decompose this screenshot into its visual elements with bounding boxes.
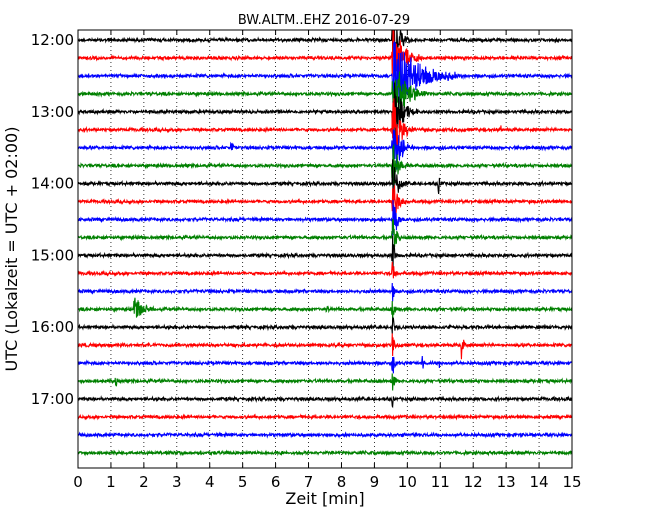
seismogram-trace: [78, 30, 572, 80]
x-tick-label: 10: [398, 473, 417, 491]
plot-frame: [77, 29, 573, 469]
x-axis: 0 1 2 3 4 5 6 7 8 9 10 11 12 13 14 15: [73, 30, 582, 491]
x-tick-label: 9: [370, 473, 380, 491]
seismogram-trace: [78, 373, 572, 391]
seismogram-trace: [78, 316, 572, 334]
seismogram-trace: [78, 218, 572, 248]
seismogram-trace: [78, 71, 572, 123]
x-tick-label: 12: [464, 473, 483, 491]
seismogram-trace: [78, 431, 572, 439]
x-tick-label: 15: [562, 473, 581, 491]
y-tick-label: 15:00: [31, 246, 74, 264]
y-tick-label: 17:00: [31, 390, 74, 408]
x-tick-label: 2: [139, 473, 149, 491]
seismogram-trace: [78, 283, 572, 302]
seismogram-trace: [78, 395, 572, 409]
x-tick-label: 4: [205, 473, 215, 491]
traces: [78, 30, 572, 457]
seismogram-trace: [78, 159, 572, 207]
grid: [110, 30, 540, 468]
seismogram-trace: [78, 261, 572, 279]
x-tick-label: 8: [337, 473, 347, 491]
seismogram-trace: [78, 449, 572, 457]
y-tick-label: 14:00: [31, 175, 74, 193]
chart-title: BW.ALTM..EHZ 2016-07-29: [238, 13, 410, 28]
y-tick-label: 13:00: [31, 103, 74, 121]
seismogram-trace: [78, 297, 572, 323]
x-axis-label: Zeit [min]: [285, 489, 364, 508]
x-tick-label: 3: [172, 473, 182, 491]
seismogram-trace: [78, 129, 572, 170]
seismogram-trace: [78, 413, 572, 421]
seismogram-trace: [78, 41, 572, 108]
x-tick-label: 1: [106, 473, 116, 491]
seismogram-trace: [78, 199, 572, 236]
y-tick-label: 12:00: [31, 31, 74, 49]
x-tick-label: 13: [497, 473, 516, 491]
seismogram-trace: [78, 82, 572, 147]
seismogram-trace: [78, 144, 572, 187]
seismogram-trace: [78, 333, 572, 360]
x-tick-label: 0: [73, 473, 83, 491]
x-tick-label: 6: [271, 473, 281, 491]
x-tick-label: 5: [238, 473, 248, 491]
seismogram-trace: [78, 185, 572, 214]
y-tick-label: 16:00: [31, 318, 74, 336]
x-tick-label: 14: [530, 473, 549, 491]
seismogram-trace: [78, 30, 572, 63]
x-tick-label: 11: [431, 473, 450, 491]
seismogram-trace: [78, 235, 572, 269]
seismogram-trace: [78, 98, 572, 167]
y-axis-label: UTC (Lokalzeit = UTC + 02:00): [2, 127, 21, 372]
y-axis: 12:00 13:00 14:00 15:00 16:00 17:00: [31, 31, 572, 408]
x-tick-label: 7: [304, 473, 314, 491]
seismogram-trace: [78, 356, 572, 374]
